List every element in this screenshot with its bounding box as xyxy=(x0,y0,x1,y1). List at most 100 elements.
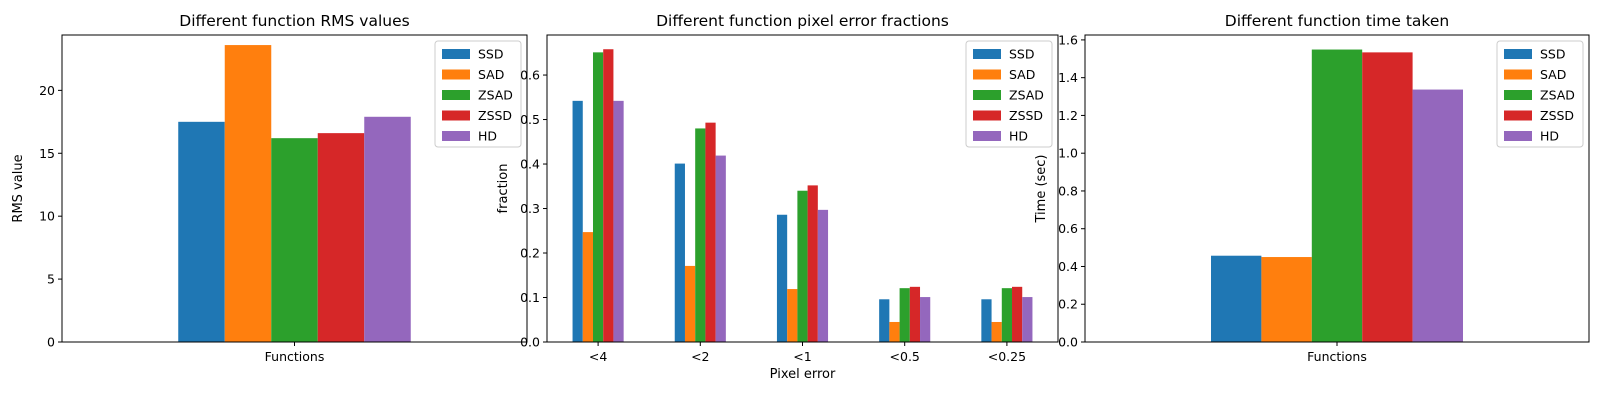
legend-label-ssd: SSD xyxy=(1540,47,1566,62)
bar-zsad-0 xyxy=(271,138,318,342)
y-tick-label: 0.4 xyxy=(1058,259,1078,274)
bar-hd-2 xyxy=(817,209,829,342)
legend-label-zsad: ZSAD xyxy=(478,88,513,103)
x-tick-label: <0.25 xyxy=(988,349,1026,364)
bar-ssd-0 xyxy=(1211,255,1262,342)
legend-label-zsad: ZSAD xyxy=(1009,88,1044,103)
bar-hd-4 xyxy=(1022,297,1033,342)
legend-swatch-ssd xyxy=(442,49,470,59)
legend-label-ssd: SSD xyxy=(1009,47,1035,62)
bar-zsad-2 xyxy=(797,190,808,342)
legend-label-sad: SAD xyxy=(1540,67,1566,82)
chart-panel-3: 0.0 0.2 0.4 0.6 0.8 1.0 1.2 1.4 1.6 Functions Diff… xyxy=(1034,12,1590,364)
chart-title: Different function RMS values xyxy=(179,12,409,30)
legend-swatch-zsad xyxy=(442,90,470,100)
legend-label-zsad: ZSAD xyxy=(1540,88,1575,103)
y-tick-label: 0.0 xyxy=(1058,335,1078,350)
y-tick-label: 0.6 xyxy=(520,68,540,83)
y-tick-label: 20 xyxy=(39,83,55,98)
y-axis-label: RMS value xyxy=(11,154,26,222)
y-tick-label: 1.4 xyxy=(1058,70,1078,85)
y-tick-label: 0.0 xyxy=(520,335,540,350)
y-tick-label: 1.2 xyxy=(1058,108,1078,123)
y-tick-label: 10 xyxy=(39,209,55,224)
x-tick-label: <2 xyxy=(691,349,709,364)
bar-zsad-4 xyxy=(1001,288,1013,342)
y-axis-label: fraction xyxy=(496,164,511,214)
legend-label-zssd: ZSSD xyxy=(1009,108,1043,123)
legend-label-ssd: SSD xyxy=(478,47,504,62)
legend-label-zssd: ZSSD xyxy=(1540,108,1574,123)
legend-swatch-zssd xyxy=(1504,110,1532,121)
legend-swatch-zsad xyxy=(1504,90,1532,100)
legend-swatch-sad xyxy=(442,69,470,80)
legend-swatch-zsad xyxy=(973,90,1001,100)
y-tick-label: 0.2 xyxy=(1058,297,1078,312)
x-tick-label: Functions xyxy=(265,349,325,364)
legend-label-hd: HD xyxy=(1540,129,1559,144)
bar-zsad-0 xyxy=(592,52,604,342)
legend-label-hd: HD xyxy=(1009,129,1028,144)
legend: SSD SAD ZSAD ZSSD HD xyxy=(965,40,1053,148)
bar-hd-0 xyxy=(364,116,411,343)
y-tick-label: 5 xyxy=(47,272,55,287)
y-tick-label: 1.6 xyxy=(1058,32,1078,47)
bar-sad-1 xyxy=(684,265,696,342)
legend-swatch-zssd xyxy=(973,110,1001,121)
bar-zssd-2 xyxy=(807,185,818,342)
legend-swatch-sad xyxy=(973,69,1001,80)
bar-ssd-2 xyxy=(776,214,788,342)
bar-zssd-0 xyxy=(317,133,365,342)
bar-zsad-0 xyxy=(1311,49,1363,342)
bar-zssd-1 xyxy=(705,122,716,342)
legend-swatch-ssd xyxy=(1504,49,1532,59)
bar-hd-1 xyxy=(715,155,726,342)
bar-hd-0 xyxy=(613,100,624,342)
legend-label-zssd: ZSSD xyxy=(478,108,512,123)
y-tick-label: 0.8 xyxy=(1058,183,1078,198)
x-tick-label: <4 xyxy=(589,349,607,364)
legend-swatch-hd xyxy=(442,131,470,141)
y-tick-label: 0.2 xyxy=(520,246,540,261)
chart-panel-2: 0.0 0.1 0.2 0.3 0.4 0.5 0.6 <4 <2 <1 <0.5 <0.25 Diff… xyxy=(496,12,1059,382)
x-tick-label: <0.5 xyxy=(890,349,920,364)
legend-swatch-sad xyxy=(1504,69,1532,80)
legend-label-sad: SAD xyxy=(478,67,504,82)
y-tick-label: 0.6 xyxy=(1058,221,1078,236)
x-tick-label: <1 xyxy=(793,349,811,364)
bar-sad-4 xyxy=(991,321,1002,342)
legend-swatch-hd xyxy=(1504,131,1532,141)
legend-swatch-hd xyxy=(973,131,1001,141)
bar-zssd-3 xyxy=(909,286,921,342)
bar-zssd-0 xyxy=(603,49,614,343)
bar-hd-3 xyxy=(920,297,931,342)
x-axis-label: Pixel error xyxy=(770,367,836,382)
legend: SSD SAD ZSAD ZSSD HD xyxy=(434,40,522,148)
legend: SSD SAD ZSAD ZSSD HD xyxy=(1496,40,1584,148)
bar-ssd-1 xyxy=(674,163,685,342)
chart-title: Different function time taken xyxy=(1225,12,1449,30)
legend-swatch-ssd xyxy=(973,49,1001,59)
bar-zsad-1 xyxy=(695,128,706,342)
chart-title: Different function pixel error fractions xyxy=(656,12,949,30)
bar-zssd-4 xyxy=(1012,286,1023,342)
y-tick-label: 15 xyxy=(39,146,55,161)
bar-zsad-3 xyxy=(899,288,910,342)
y-tick-label: 0.5 xyxy=(520,112,540,127)
y-tick-label: 1.0 xyxy=(1058,146,1078,161)
y-axis-label: Time (sec) xyxy=(1034,154,1049,223)
bar-zssd-0 xyxy=(1362,52,1413,342)
y-tick-label: 0.1 xyxy=(520,290,540,305)
legend-label-hd: HD xyxy=(478,129,497,144)
bar-sad-0 xyxy=(1261,257,1312,342)
legend-swatch-zssd xyxy=(442,110,470,121)
y-tick-label: 0.3 xyxy=(520,201,540,216)
legend-label-sad: SAD xyxy=(1009,67,1035,82)
bar-sad-3 xyxy=(889,321,900,342)
bar-ssd-4 xyxy=(981,299,992,342)
bar-sad-0 xyxy=(224,45,272,342)
x-tick-label: Functions xyxy=(1307,349,1367,364)
chart-panel-1: 0 5 10 15 20 Functions Different function RMS … xyxy=(11,12,528,364)
bar-sad-0 xyxy=(582,232,593,342)
